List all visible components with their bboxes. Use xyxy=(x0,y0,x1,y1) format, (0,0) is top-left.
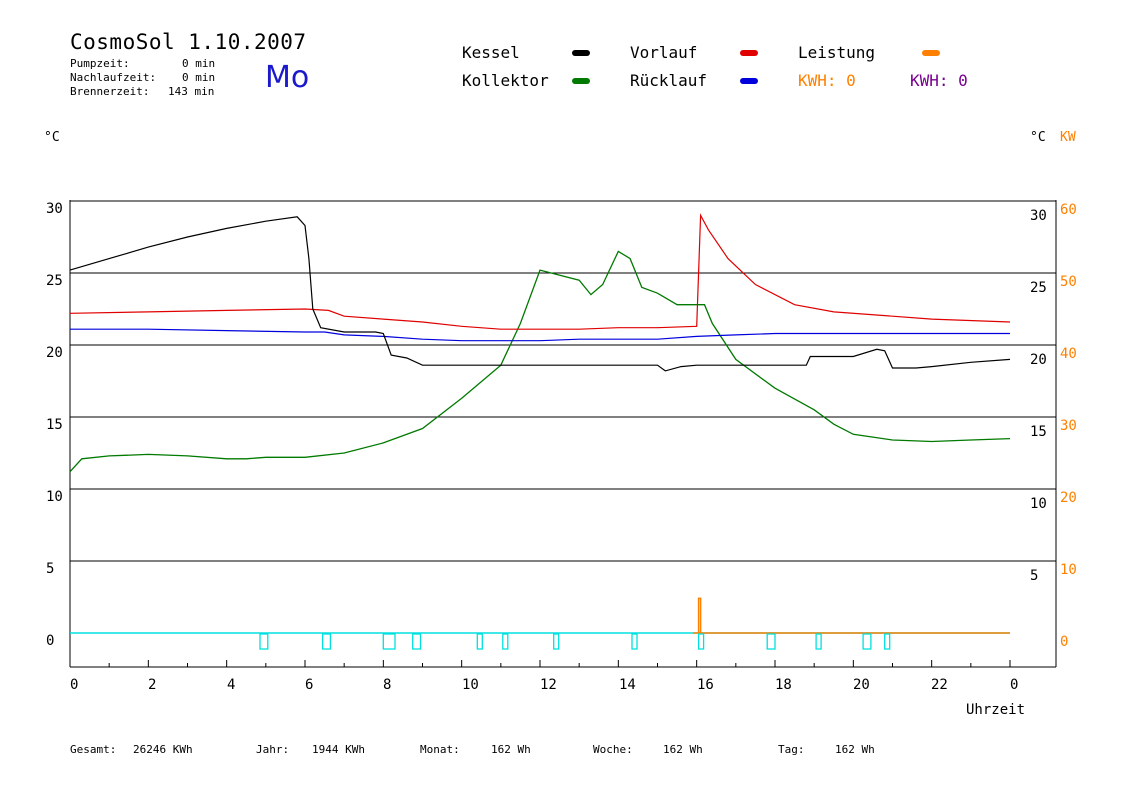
kw-tick-0: 0 xyxy=(1060,634,1069,650)
legend-ruecklauf-swatch xyxy=(740,78,758,84)
chart-grid xyxy=(69,200,1057,668)
legend-kwh-purple: KWH: 0 xyxy=(910,71,968,90)
pump-marker-6 xyxy=(553,633,560,650)
right-tick-10: 10 xyxy=(1030,496,1047,512)
left-tick-30: 30 xyxy=(46,201,63,217)
footer-tag-label: Tag: xyxy=(778,743,805,756)
left-tick-20: 20 xyxy=(46,345,63,361)
pumpzeit-label: Pumpzeit: xyxy=(70,57,130,70)
x-tick-2: 2 xyxy=(148,677,157,693)
x-tick-4: 4 xyxy=(227,677,236,693)
left-tick-5: 5 xyxy=(46,561,55,577)
footer-gesamt-label: Gesamt: xyxy=(70,743,117,756)
kw-tick-50: 50 xyxy=(1060,274,1077,290)
brenner-value: 143 min xyxy=(168,85,215,98)
left-tick-15: 15 xyxy=(46,417,63,433)
pump-marker-12 xyxy=(884,633,891,650)
brenner-label: Brennerzeit: xyxy=(70,85,150,98)
left-tick-10: 10 xyxy=(46,489,63,505)
chart-title: CosmoSol 1.10.2007 xyxy=(70,30,307,54)
right-tick-5: 5 xyxy=(1030,568,1039,584)
pump-marker-7 xyxy=(631,633,638,650)
x-tick-16: 16 xyxy=(697,677,714,693)
series-line-kollektor xyxy=(69,250,1011,473)
footer-monat-value: 162 Wh xyxy=(491,743,531,756)
left-tick-0: 0 xyxy=(46,633,55,649)
pump-marker-5 xyxy=(502,633,509,650)
legend-leistung-swatch xyxy=(922,50,940,56)
x-tick-14: 14 xyxy=(619,677,636,693)
right-tick-30: 30 xyxy=(1030,208,1047,224)
x-tick-12: 12 xyxy=(540,677,557,693)
kw-tick-60: 60 xyxy=(1060,202,1077,218)
pump-markers xyxy=(259,633,891,650)
nachlauf-value: 0 min xyxy=(182,71,216,84)
x-tick-18: 18 xyxy=(775,677,792,693)
legend-kessel-swatch xyxy=(572,50,590,56)
legend-vorlauf: Vorlauf xyxy=(630,43,698,62)
footer-woche-label: Woche: xyxy=(593,743,633,756)
legend-leistung: Leistung xyxy=(798,43,876,62)
kw-tick-40: 40 xyxy=(1060,346,1077,362)
series-line-ruecklauf xyxy=(70,328,1010,342)
footer-jahr-label: Jahr: xyxy=(256,743,290,756)
pump-marker-2 xyxy=(382,633,396,650)
chart-series xyxy=(69,213,1011,634)
x-tick-0: 0 xyxy=(70,677,79,693)
right-tick-25: 25 xyxy=(1030,280,1047,296)
right-axis-unit: °C xyxy=(1030,130,1046,145)
series-line-leistung xyxy=(692,597,1010,634)
weekday-label: Mo xyxy=(265,60,310,95)
footer-jahr-value: 1944 KWh xyxy=(312,743,365,756)
legend-kollektor-swatch xyxy=(572,78,590,84)
pumpzeit-value: 0 min xyxy=(182,57,216,70)
pump-marker-4 xyxy=(476,633,483,650)
pump-marker-10 xyxy=(815,633,822,650)
footer-gesamt-value: 26246 KWh xyxy=(133,743,193,756)
right-tick-20: 20 xyxy=(1030,352,1047,368)
x-tick-24: 0 xyxy=(1010,677,1019,693)
legend-ruecklauf: Rücklauf xyxy=(630,71,708,90)
series-line-kessel xyxy=(69,216,1011,372)
x-tick-8: 8 xyxy=(383,677,392,693)
pump-marker-1 xyxy=(321,633,332,650)
kw-tick-30: 30 xyxy=(1060,418,1077,434)
x-tick-22: 22 xyxy=(931,677,948,693)
pump-marker-9 xyxy=(766,633,776,650)
pump-marker-3 xyxy=(412,633,422,650)
x-tick-6: 6 xyxy=(305,677,314,693)
pump-marker-0 xyxy=(259,633,269,650)
legend-kollektor: Kollektor xyxy=(462,71,549,90)
left-tick-25: 25 xyxy=(46,273,63,289)
pump-marker-8 xyxy=(697,633,705,650)
series-line-vorlauf xyxy=(69,213,1011,330)
footer-tag-value: 162 Wh xyxy=(835,743,875,756)
x-tick-20: 20 xyxy=(853,677,870,693)
x-tick-10: 10 xyxy=(462,677,479,693)
x-axis-label: Uhrzeit xyxy=(966,702,1026,718)
nachlauf-label: Nachlaufzeit: xyxy=(70,71,157,84)
right-tick-15: 15 xyxy=(1030,424,1047,440)
pump-marker-11 xyxy=(862,633,872,650)
kw-tick-10: 10 xyxy=(1060,562,1077,578)
legend-kwh-orange: KWH: 0 xyxy=(798,71,856,90)
legend-vorlauf-swatch xyxy=(740,50,758,56)
right-axis-unit-kw: KW xyxy=(1060,130,1076,145)
left-axis-unit: °C xyxy=(44,130,60,145)
kw-tick-20: 20 xyxy=(1060,490,1077,506)
footer-monat-label: Monat: xyxy=(420,743,460,756)
legend-kessel: Kessel xyxy=(462,43,520,62)
footer-woche-value: 162 Wh xyxy=(663,743,703,756)
